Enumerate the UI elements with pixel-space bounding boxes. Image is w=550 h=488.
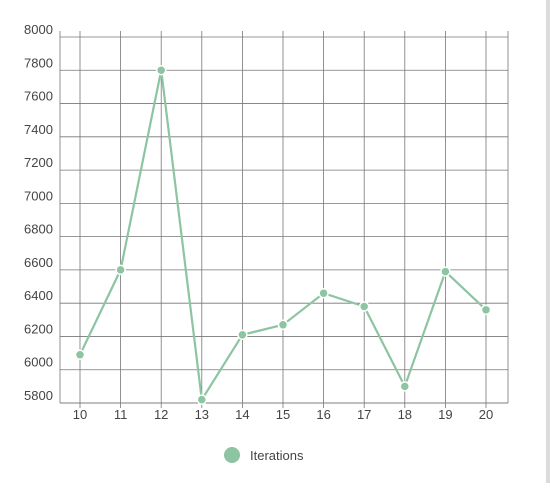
- x-tick-label: 17: [357, 407, 371, 422]
- y-tick-label: 6000: [24, 355, 53, 370]
- y-tick-label: 6200: [24, 321, 53, 336]
- data-point: [318, 287, 329, 299]
- y-tick-label: 7400: [24, 122, 53, 137]
- x-tick-label: 19: [438, 407, 452, 422]
- y-tick-label: 7800: [24, 55, 53, 70]
- data-point: [155, 65, 167, 76]
- y-tick-label: 6800: [24, 222, 53, 237]
- data-point: [237, 329, 248, 341]
- x-tick-label: 11: [114, 407, 128, 422]
- data-point: [277, 319, 289, 331]
- data-point: [74, 349, 86, 361]
- legend-label: Iterations: [250, 448, 304, 463]
- x-tick-label: 16: [316, 407, 330, 422]
- data-point: [196, 394, 208, 405]
- data-point: [115, 264, 126, 276]
- y-tick-label: 7200: [24, 155, 53, 170]
- x-tick-label: 15: [276, 407, 290, 422]
- data-point: [440, 266, 451, 277]
- x-tick-label: 13: [195, 407, 209, 422]
- y-tick-label: 6400: [24, 288, 53, 303]
- data-point: [480, 304, 492, 316]
- x-tick-label: 12: [154, 407, 168, 422]
- x-tick-label: 14: [235, 407, 249, 422]
- y-tick-label: 5800: [24, 388, 53, 403]
- data-point: [399, 381, 411, 392]
- data-point: [358, 301, 370, 312]
- x-tick-label: 20: [479, 407, 493, 422]
- x-tick-label: 10: [73, 407, 87, 422]
- x-tick-label: 18: [398, 407, 412, 422]
- y-tick-label: 7000: [24, 188, 53, 203]
- window-edge: [546, 0, 550, 483]
- y-tick-label: 6600: [24, 255, 53, 270]
- legend-marker: [224, 447, 240, 463]
- y-tick-label: 7600: [24, 89, 53, 104]
- y-tick-label: 8000: [24, 22, 53, 37]
